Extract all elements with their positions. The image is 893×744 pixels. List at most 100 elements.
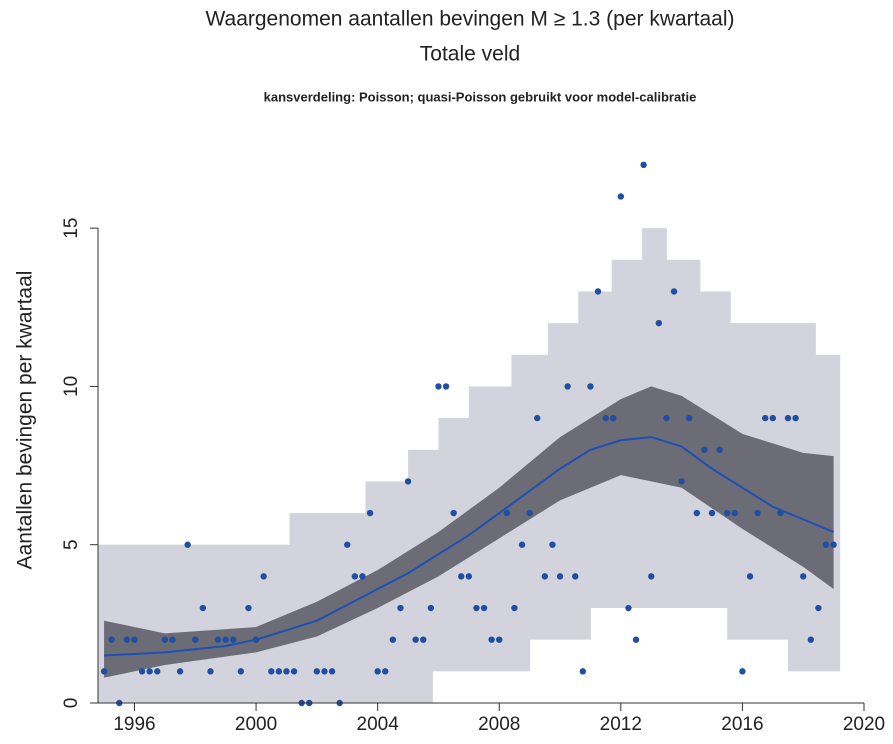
data-point	[716, 446, 723, 453]
chart-note: kansverdeling: Poisson; quasi-Poisson ge…	[264, 89, 697, 104]
plot-area: 0 5 10 15 1996 2000 2004 2008 2012 2016 2020	[61, 161, 885, 735]
data-point	[359, 573, 366, 580]
data-point	[328, 668, 336, 675]
data-point	[670, 288, 678, 295]
data-point	[617, 193, 625, 200]
data-point	[473, 604, 480, 612]
data-point	[708, 509, 716, 517]
x-tick-label: 2012	[600, 714, 642, 735]
x-tick-label: 2008	[478, 714, 520, 735]
data-point	[176, 668, 184, 675]
data-point	[769, 414, 777, 422]
data-point	[260, 573, 267, 580]
chart-title: Waargenomen aantallen bevingen M ≥ 1.3 (…	[205, 8, 734, 31]
data-point	[511, 604, 518, 612]
x-tick-label: 2016	[721, 714, 763, 735]
data-point	[564, 383, 571, 390]
data-point	[594, 288, 602, 295]
data-point	[252, 636, 260, 643]
data-point	[648, 573, 655, 580]
data-point	[754, 509, 761, 517]
data-point	[534, 414, 541, 422]
data-point	[404, 478, 412, 485]
data-point	[154, 668, 161, 675]
data-point	[389, 636, 397, 643]
data-point	[245, 604, 252, 612]
data-point	[237, 668, 245, 675]
data-point	[131, 636, 138, 643]
x-tick-label: 2020	[843, 714, 885, 735]
data-point	[230, 636, 237, 643]
data-point	[663, 414, 670, 422]
data-point	[686, 414, 693, 422]
data-point	[625, 604, 632, 612]
data-point	[366, 509, 374, 517]
data-point	[746, 573, 754, 580]
data-point	[169, 636, 176, 643]
x-tick-label: 2004	[357, 714, 400, 735]
data-point	[420, 636, 427, 643]
data-point	[830, 541, 837, 548]
data-point	[442, 383, 450, 390]
data-point	[161, 636, 169, 643]
data-point	[207, 668, 214, 675]
data-point	[526, 509, 533, 517]
data-point	[184, 541, 191, 548]
data-point	[724, 509, 731, 517]
data-point	[321, 668, 328, 675]
data-point	[458, 573, 465, 580]
data-point	[784, 414, 792, 422]
data-point	[602, 414, 609, 422]
data-point	[518, 541, 526, 548]
data-point	[701, 446, 708, 453]
y-tick-label: 0	[61, 698, 82, 709]
data-point	[214, 636, 222, 643]
data-point	[777, 509, 784, 517]
data-point	[100, 668, 108, 675]
data-point	[199, 604, 207, 612]
chart-subtitle: Totale veld	[420, 43, 520, 66]
data-point	[807, 636, 815, 643]
data-point	[427, 604, 435, 612]
data-point	[138, 668, 146, 675]
data-point	[693, 509, 701, 517]
data-point	[488, 636, 495, 643]
y-tick-label: 5	[61, 539, 82, 550]
fit-line	[104, 436, 834, 657]
data-point	[108, 636, 115, 643]
data-point	[549, 541, 556, 548]
data-point	[678, 478, 685, 485]
data-point	[450, 509, 457, 517]
data-point	[731, 509, 739, 517]
data-point	[587, 383, 594, 390]
data-point	[556, 573, 564, 580]
data-point	[822, 541, 830, 548]
data-point	[351, 573, 359, 580]
data-point	[610, 414, 617, 422]
y-tick-label: 10	[61, 376, 82, 397]
confidence-band	[104, 386, 834, 678]
data-point	[382, 668, 389, 675]
data-point	[640, 161, 647, 169]
data-point	[412, 636, 419, 643]
data-point	[496, 636, 503, 643]
data-point	[465, 573, 473, 580]
data-point	[123, 636, 131, 643]
data-point	[541, 573, 549, 580]
data-point	[344, 541, 351, 548]
data-point	[374, 668, 381, 675]
x-tick-label: 1996	[113, 714, 155, 735]
data-point	[655, 319, 663, 327]
data-point	[268, 668, 275, 675]
x-tick-label: 2000	[235, 714, 277, 735]
data-point	[739, 668, 746, 675]
data-point	[815, 604, 822, 612]
y-tick-label: 15	[61, 218, 82, 239]
data-point	[146, 668, 153, 675]
data-point	[579, 668, 587, 675]
data-point	[397, 604, 404, 612]
data-point	[313, 668, 321, 675]
data-point	[290, 668, 298, 675]
data-point	[222, 636, 229, 643]
